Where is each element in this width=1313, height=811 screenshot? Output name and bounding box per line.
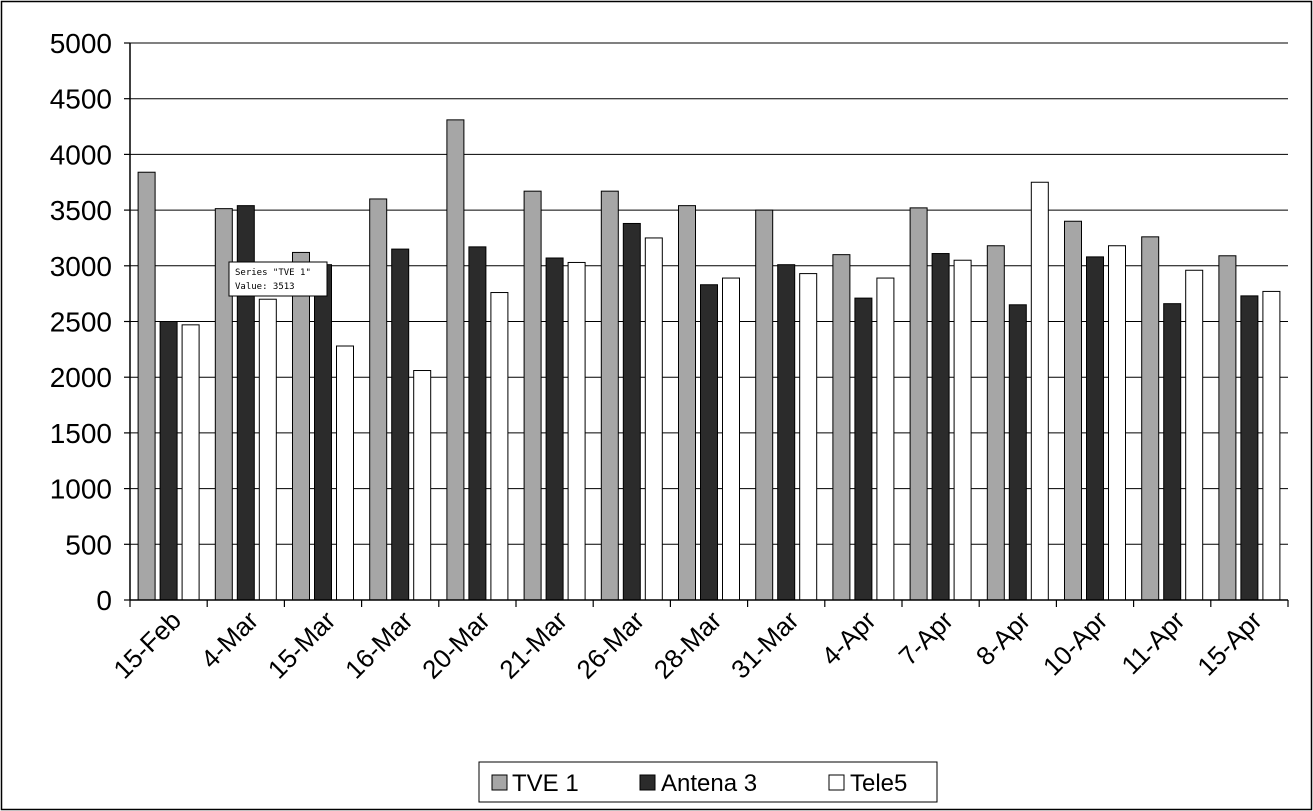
bar-tve-1	[600, 190, 619, 601]
y-tick-label: 4500	[50, 84, 112, 115]
bar-tve-1	[832, 254, 851, 601]
bar-tve-1	[446, 119, 465, 601]
tooltip-line-2: Value: 3513	[235, 282, 295, 292]
bar-tve-1	[137, 171, 156, 601]
legend-box	[478, 761, 938, 803]
bar-tve-1	[909, 207, 928, 601]
bar-antena-3	[1086, 256, 1104, 601]
legend-swatch-tele5	[828, 774, 845, 791]
bar-tve-1	[369, 198, 388, 601]
bar-tele5	[490, 292, 509, 601]
y-tick-label: 1500	[50, 418, 112, 449]
legend-label-tve1: TVE 1	[512, 770, 579, 797]
bar-antena-3	[159, 321, 178, 601]
y-tick-labels: 0 500 1000 1500 2000 2500 3000 3500 4000 4500 5000	[50, 28, 112, 616]
bar-tele5	[258, 298, 277, 601]
y-tick-label: 500	[65, 529, 112, 560]
legend-swatch-antena3	[639, 774, 656, 791]
bar-tve-1	[986, 245, 1005, 601]
bar-tele5	[799, 273, 818, 601]
bar-tele5	[1262, 290, 1281, 601]
bar-antena-3	[1163, 303, 1182, 601]
bar-tele5	[567, 261, 586, 601]
bars	[137, 119, 1281, 601]
bar-tele5	[1030, 181, 1049, 601]
y-tick-label: 4000	[50, 139, 112, 170]
bar-antena-3	[391, 248, 410, 601]
bar-tve-1	[678, 205, 696, 601]
bar-antena-3	[545, 257, 564, 601]
bar-antena-3	[700, 284, 718, 601]
axes	[124, 42, 1289, 607]
bar-tele5	[413, 370, 432, 601]
legend-label-tele5: Tele5	[850, 770, 907, 797]
tooltip: Series "TVE 1" Value: 3513	[228, 261, 328, 297]
bar-antena-3	[314, 264, 332, 601]
bar-tve-1	[1218, 255, 1237, 601]
bar-tve-1	[1064, 220, 1082, 601]
bar-antena-3	[1008, 304, 1027, 601]
bar-tve-1	[292, 251, 310, 601]
y-tick-label: 0	[96, 585, 112, 616]
bar-tele5	[336, 345, 354, 601]
bar-tele5	[722, 277, 740, 601]
bar-tele5	[1108, 245, 1126, 601]
bar-tele5	[181, 324, 200, 601]
bar-antena-3	[931, 253, 950, 601]
bar-tve-1	[755, 209, 774, 601]
y-tick-label: 2500	[50, 307, 112, 338]
legend-label-antena3: Antena 3	[661, 770, 757, 797]
y-tick-label: 3000	[50, 251, 112, 282]
legend: TVE 1 Antena 3 Tele5	[478, 761, 938, 803]
bar-antena-3	[468, 246, 487, 601]
bar-antena-3	[854, 297, 873, 601]
y-tick-label: 3500	[50, 195, 112, 226]
bar-tve-1	[523, 190, 542, 601]
bar-tele5	[876, 277, 895, 601]
bar-tve-1	[1141, 236, 1160, 601]
bar-tele5	[1185, 269, 1204, 601]
y-tick-label: 2000	[50, 362, 112, 393]
y-tick-label: 5000	[50, 28, 112, 59]
bar-antena-3	[777, 264, 796, 601]
bar-antena-3	[1240, 295, 1259, 601]
tooltip-box	[228, 261, 328, 297]
bar-antena-3	[622, 222, 641, 601]
legend-swatch-tve1	[491, 774, 508, 791]
bar-tele5	[953, 259, 972, 601]
y-tick-label: 1000	[50, 474, 112, 505]
bar-tele5	[644, 237, 663, 601]
tooltip-line-1: Series "TVE 1"	[235, 268, 311, 278]
